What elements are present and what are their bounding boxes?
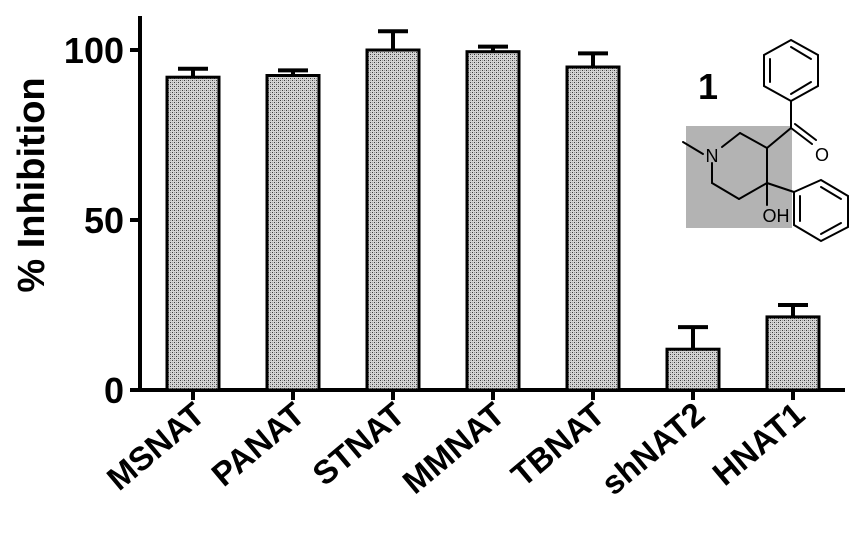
x-tick-label: MMNAT — [396, 395, 512, 501]
x-tick-label: TBNAT — [504, 395, 612, 494]
x-tick-label: PANAT — [204, 395, 311, 493]
compound-number: 1 — [698, 66, 718, 107]
bar — [265, 74, 321, 392]
x-tick-label: HNAT1 — [705, 395, 811, 492]
compound-structure-inset: 1 — [682, 38, 849, 243]
bar — [465, 50, 521, 392]
hydroxyl-label: OH — [763, 206, 790, 226]
bar — [165, 75, 221, 392]
y-axis-label-group: % Inhibition — [11, 77, 53, 292]
x-tick-label: STNAT — [305, 395, 411, 492]
y-ticks: 0 50 100 — [64, 30, 140, 411]
bar — [565, 65, 621, 392]
x-tick-label: shNAT2 — [594, 395, 711, 502]
y-tick-label: 100 — [64, 30, 124, 71]
nitrogen-label: N — [706, 146, 719, 166]
bar — [765, 315, 821, 392]
bar — [365, 48, 421, 392]
molecule-bonds — [682, 38, 849, 243]
y-tick-label: 0 — [104, 370, 124, 411]
oxygen-label: O — [815, 145, 829, 165]
bar — [665, 347, 721, 392]
y-axis-label: % Inhibition — [11, 77, 53, 292]
y-tick-label: 50 — [84, 200, 124, 241]
